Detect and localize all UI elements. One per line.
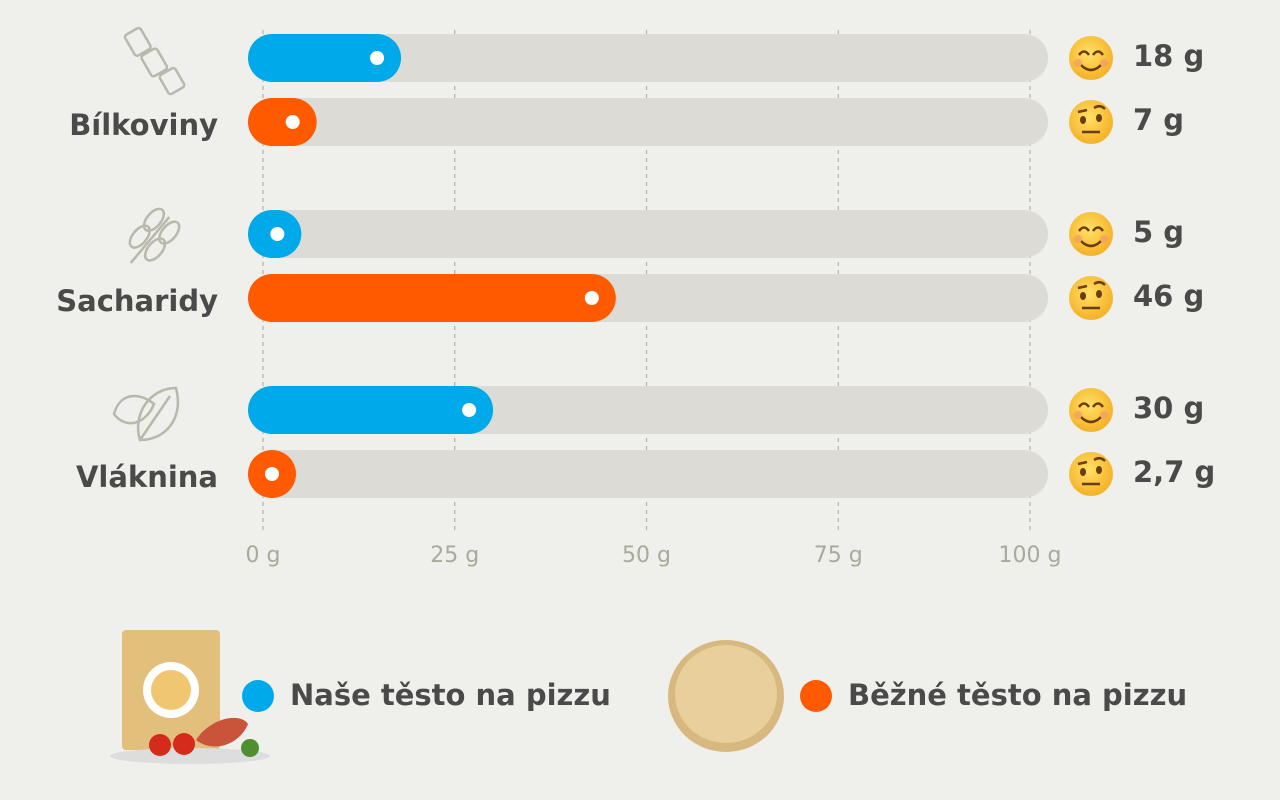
legend-label: Běžné těsto na pizzu <box>848 678 1187 712</box>
bar-dot <box>265 467 279 481</box>
bar <box>248 98 317 146</box>
x-tick-label: 25 g <box>430 543 479 568</box>
emoji-cheek <box>1074 235 1082 243</box>
legend-marker <box>800 680 832 712</box>
bar <box>248 274 616 322</box>
category-label: Vláknina <box>76 460 218 494</box>
emoji-face <box>1069 36 1113 80</box>
smile-emoji <box>1069 388 1113 432</box>
category-label: Bílkoviny <box>69 108 218 142</box>
bar-track <box>248 34 1048 82</box>
bar-track <box>248 450 1048 498</box>
value-label: 7 g <box>1133 103 1184 137</box>
emoji-eye <box>1096 466 1102 474</box>
emoji-cheek <box>1100 235 1108 243</box>
emoji-eye <box>1077 402 1105 408</box>
dough-image <box>668 640 784 752</box>
emoji-cheek <box>1100 59 1108 67</box>
value-label: 5 g <box>1133 215 1184 249</box>
skeptic-emoji <box>1069 452 1113 496</box>
smile-emoji <box>1069 212 1113 256</box>
emoji-eye <box>1080 468 1086 476</box>
emoji-face <box>1069 276 1113 320</box>
bar <box>248 34 402 82</box>
product-image <box>110 630 270 764</box>
emoji-face <box>1069 100 1113 144</box>
skeptic-emoji <box>1069 100 1113 144</box>
bar-dot <box>584 291 599 305</box>
bar-dot <box>285 115 300 129</box>
emoji-face <box>1069 212 1113 256</box>
skeptic-emoji <box>1069 276 1113 320</box>
value-label: 30 g <box>1133 391 1204 425</box>
emoji-eye <box>1080 116 1086 124</box>
bar <box>248 386 494 434</box>
emoji-brow <box>1077 457 1106 466</box>
emoji-eye <box>1077 226 1105 232</box>
x-tick-label: 75 g <box>814 543 863 568</box>
emoji-eye <box>1096 114 1102 122</box>
x-tick-label: 100 g <box>999 543 1062 568</box>
emoji-cheek <box>1100 411 1108 419</box>
value-label: 18 g <box>1133 39 1204 73</box>
emoji-cheek <box>1074 411 1082 419</box>
emoji-mouth <box>1080 416 1102 424</box>
category-icons <box>112 26 186 442</box>
legend-label: Naše těsto na pizzu <box>290 678 611 712</box>
category-label: Sacharidy <box>56 284 218 318</box>
emoji-face <box>1069 388 1113 432</box>
bar-dot <box>270 227 285 241</box>
emoji-face <box>1069 452 1113 496</box>
smile-emoji <box>1069 36 1113 80</box>
emoji-mouth <box>1080 240 1102 248</box>
emoji-eye <box>1077 50 1105 56</box>
bar-dot <box>462 403 477 417</box>
bar-track <box>248 98 1048 146</box>
emoji-eye <box>1096 290 1102 298</box>
bar-dot <box>370 51 385 65</box>
emoji-brow <box>1077 281 1106 290</box>
emoji-eye <box>1080 292 1086 300</box>
bar-track <box>248 210 1048 258</box>
emoji-mouth <box>1080 64 1102 72</box>
emoji-brow <box>1077 105 1106 114</box>
x-tick-label: 0 g <box>246 543 281 568</box>
value-label: 2,7 g <box>1133 455 1215 489</box>
legend-marker <box>242 680 274 712</box>
value-label: 46 g <box>1133 279 1204 313</box>
x-tick-label: 50 g <box>622 543 671 568</box>
emoji-cheek <box>1074 59 1082 67</box>
